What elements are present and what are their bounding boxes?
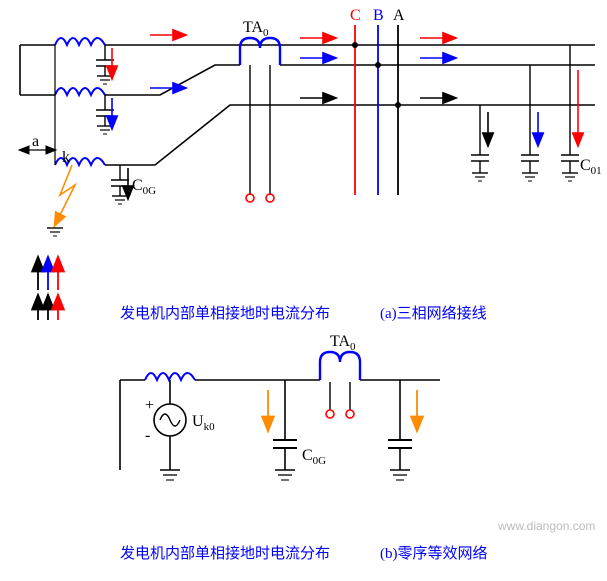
phase-b-label: B <box>373 7 384 24</box>
c0g-label: C0G <box>132 177 156 197</box>
fault-k: k <box>47 149 75 236</box>
line-cap-1 <box>471 105 489 181</box>
diagram-b: TA0 + - Uk0 C0G <box>120 333 440 480</box>
shunt-cap-bot <box>111 165 129 204</box>
diagram-a: C0G k a TA0 C B <box>20 7 602 320</box>
watermark: www.diangon.com <box>497 519 595 533</box>
uk0-label: Uk0 <box>192 413 215 433</box>
svg-text:a: a <box>32 133 39 150</box>
svg-text:+: + <box>145 397 154 414</box>
ta0-label-b: TA0 <box>330 333 356 353</box>
cap-right-b <box>388 380 417 480</box>
dimension-a: a <box>20 133 55 150</box>
caption-b-left: 发电机内部单相接地时电流分布 <box>120 545 330 562</box>
phase-c-label: C <box>350 7 361 24</box>
generator-coil-mid <box>55 88 105 95</box>
caption-b-right: (b)零序等效网络 <box>380 544 488 562</box>
up-arrows-group <box>38 258 58 320</box>
circuit-diagram: C0G k a TA0 C B <box>0 0 607 581</box>
cap-c0g-b: C0G <box>268 380 326 480</box>
svg-text:k: k <box>62 149 70 166</box>
source-uk0: + - Uk0 <box>145 380 215 480</box>
ta0-ct-b: TA0 <box>320 333 360 418</box>
svg-text:-: - <box>145 427 150 444</box>
generator-coil-top <box>55 38 105 45</box>
coil-b <box>145 373 195 380</box>
c01-label: C01 <box>580 157 602 177</box>
ta0-label-a: TA0 <box>243 19 269 39</box>
line-cap-2 <box>521 65 539 181</box>
caption-a-right: (a)三相网络接线 <box>380 305 487 322</box>
caption-a-left: 发电机内部单相接地时电流分布 <box>120 305 330 322</box>
phase-a-label: A <box>393 7 405 24</box>
ta0-ct-a: TA0 <box>240 19 280 202</box>
svg-text:C0G: C0G <box>302 447 326 467</box>
